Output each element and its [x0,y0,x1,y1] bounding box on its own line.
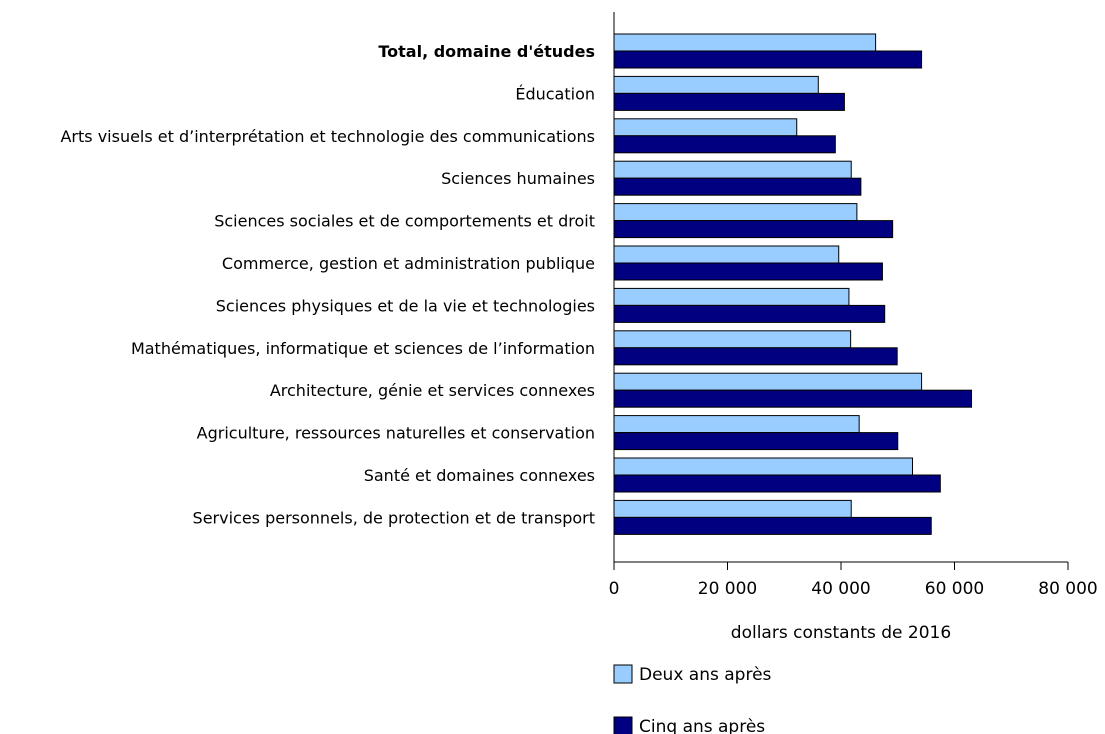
category-label: Architecture, génie et services connexes [270,381,595,400]
legend-swatch-cinq-ans [613,716,633,734]
category-label: Sciences sociales et de comportements et… [214,212,595,231]
category-label: Total, domaine d'études [378,42,595,61]
category-label: Commerce, gestion et administration publ… [222,254,595,273]
bar-deux-ans-5 [613,245,840,264]
legend: Deux ans après Cinq ans après [613,664,772,734]
bar-cinq-ans-9 [613,432,899,451]
bar-deux-ans-9 [613,415,860,434]
x-tick-label: 60 000 [925,579,984,599]
bar-cinq-ans-2 [613,135,836,154]
bar-deux-ans-11 [613,499,852,518]
legend-label-deux-ans: Deux ans après [639,665,772,685]
category-label: Arts visuels et d’interprétation et tech… [60,127,595,146]
bar-deux-ans-3 [613,160,852,179]
category-label: Mathématiques, informatique et sciences … [131,339,595,358]
legend-label-cinq-ans: Cinq ans après [639,717,765,734]
x-axis: 0 20 000 40 000 60 000 80 000 [609,12,1098,599]
legend-swatch-deux-ans [613,664,633,684]
bar-cinq-ans-6 [613,304,886,323]
bar-cinq-ans-5 [613,262,883,281]
bar-cinq-ans-1 [613,92,845,111]
bar-cinq-ans-0 [613,50,923,69]
bar-cinq-ans-4 [613,220,894,239]
bar-deux-ans-0 [613,33,877,52]
bar-deux-ans-6 [613,287,850,306]
x-tick-label: 40 000 [811,579,870,599]
x-tick-label: 80 000 [1038,579,1097,599]
x-tick-label: 20 000 [698,579,757,599]
category-label: Éducation [515,84,595,103]
bar-cinq-ans-7 [613,347,898,366]
bar-cinq-ans-3 [613,177,862,196]
bar-deux-ans-4 [613,203,858,222]
bar-deux-ans-10 [613,457,914,476]
bars-layer [613,33,973,535]
category-label: Santé et domaines connexes [364,466,595,485]
category-label: Services personnels, de protection et de… [193,508,595,527]
bar-cinq-ans-11 [613,516,932,535]
category-labels: Total, domaine d'études Éducation Arts vis… [60,42,595,527]
bar-cinq-ans-8 [613,389,973,408]
bar-deux-ans-7 [613,330,852,349]
bar-deux-ans-8 [613,372,923,391]
bar-deux-ans-2 [613,118,798,137]
category-label: Agriculture, ressources naturelles et co… [197,424,595,443]
x-axis-title: dollars constants de 2016 [731,623,951,643]
x-tick-label: 0 [609,579,620,599]
bar-cinq-ans-10 [613,474,941,493]
bar-deux-ans-1 [613,75,819,94]
category-label: Sciences humaines [441,169,595,188]
category-label: Sciences physiques et de la vie et techn… [216,296,595,315]
